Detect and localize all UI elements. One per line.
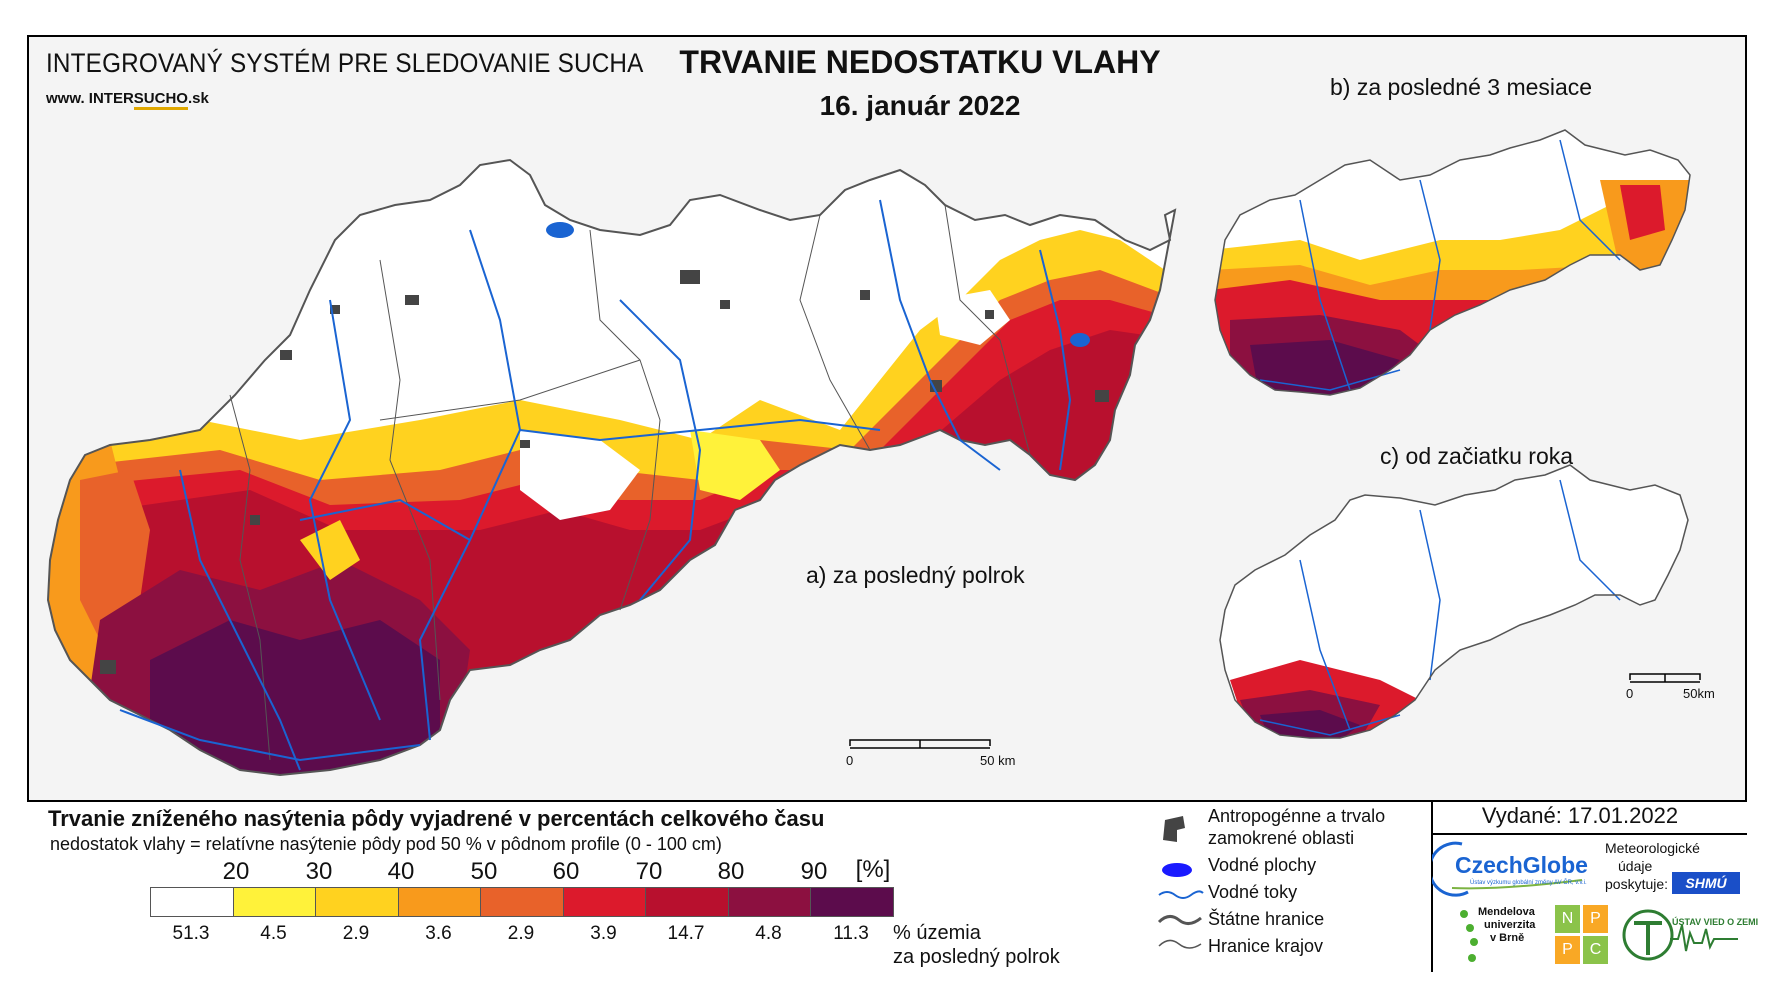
region-border-icon	[1158, 939, 1202, 949]
czechglobe-logo	[1432, 841, 1583, 897]
mendel-dots-icon	[1460, 910, 1478, 962]
scale-bar-c	[1629, 673, 1701, 683]
legend-water-bodies: Vodné plochy	[1208, 855, 1317, 875]
legend-tick: 60	[552, 858, 580, 885]
river-icon	[1158, 890, 1204, 899]
scale-class-value: 51.3	[172, 923, 210, 944]
legend-tick: 70	[635, 858, 663, 885]
symbol-legend-icons	[1157, 816, 1204, 949]
website-url[interactable]: www. INTERSUCHO.sk	[46, 90, 209, 110]
scale-class-0	[150, 887, 234, 917]
legend-tick: 40	[387, 858, 415, 885]
rivers-a	[119, 199, 1072, 771]
scale-class-1	[232, 887, 316, 917]
scale-class-7	[727, 887, 811, 917]
rivers-b	[1259, 139, 1621, 391]
legend-tick: 20	[222, 858, 250, 885]
legend-anthropogenic-2: zamokrené oblasti	[1208, 828, 1355, 848]
scale-class-value: 4.5	[260, 923, 287, 944]
scale-class-value: 14.7	[667, 923, 705, 944]
legend-title: Trvanie zníženého nasýtenia pôdy vyjadre…	[48, 806, 825, 831]
water-body-icon	[1162, 863, 1192, 877]
state-border-c	[1219, 464, 1689, 739]
anthropogenic-icon	[1163, 816, 1185, 842]
scale-class-4	[480, 887, 564, 917]
legend-tick: 90	[800, 858, 828, 885]
legend-anthropogenic: Antropogénne a trvalo	[1208, 806, 1386, 826]
scale-class-3	[397, 887, 481, 917]
percent-label: % územia za posledný polrok	[893, 922, 1060, 968]
mendel-logo: Mendelova univerzita v Brně	[1478, 906, 1536, 944]
legend-panel	[27, 800, 1747, 972]
water-bodies-a	[546, 222, 1090, 347]
legend-tick: 50	[470, 858, 498, 885]
legend-unit: [%]	[855, 856, 891, 883]
system-title: INTEGROVANÝ SYSTÉM PRE SLEDOVANIE SUCHA	[46, 48, 644, 78]
nppc-logo: N P P C	[1555, 905, 1609, 965]
legend-state-border: Štátne hranice	[1208, 909, 1325, 929]
scale-class-value: 11.3	[833, 923, 869, 944]
scale-class-2	[315, 887, 399, 917]
scale-class-5	[562, 887, 646, 917]
uvz-name: ÚSTAV VIED O ZEMI	[1672, 917, 1759, 927]
state-border-icon	[1157, 915, 1202, 925]
region-borders-a	[229, 204, 1031, 761]
state-border-b	[1214, 129, 1691, 396]
legend-subtitle: nedostatok vlahy = relatívne nasýtenie p…	[50, 834, 722, 854]
map-b-label: b) za posledné 3 mesiace	[1330, 74, 1593, 100]
scale-c-end: 50km	[1683, 686, 1715, 701]
scale-class-value: 3.6	[425, 923, 452, 944]
czechglobe-sub: Ústav výzkumu globální změny AV ČR, v.v.…	[1470, 880, 1587, 886]
legend-tick: 80	[717, 858, 745, 885]
scale-class-6	[645, 887, 729, 917]
map-c-label: c) od začiatku roka	[1380, 443, 1574, 469]
scale-class-8	[810, 887, 894, 917]
scale-bar-a	[849, 739, 991, 749]
scale-class-value: 2.9	[342, 923, 370, 944]
legend-rivers: Vodné toky	[1208, 882, 1298, 902]
map-date: 16. január 2022	[819, 90, 1021, 121]
scale-class-value: 3.9	[590, 923, 617, 944]
scale-c-zero: 0	[1626, 686, 1634, 701]
issued-date: Vydané: 17.01.2022	[1481, 803, 1679, 828]
rivers-c	[1259, 479, 1621, 736]
scale-class-value: 4.8	[755, 923, 782, 944]
scale-a-end: 50 km	[980, 753, 1016, 768]
scale-a-zero: 0	[846, 753, 854, 768]
czechglobe-name: CzechGlobe	[1455, 852, 1588, 878]
provider-label-2: údaje	[1618, 858, 1653, 874]
scale-class-value: 2.9	[507, 923, 535, 944]
main-title: TRVANIE NEDOSTATKU VLAHY	[679, 44, 1161, 80]
provider-label-3: poskytuje:	[1605, 876, 1669, 892]
provider-label-1: Meteorologické	[1605, 840, 1700, 856]
legend-divider	[1431, 802, 1433, 972]
uvz-logo-icon	[1622, 909, 1738, 961]
shmu-logo: SHMÚ	[1672, 872, 1740, 894]
map-a-label: a) za posledný polrok	[806, 562, 1025, 588]
logo-divider	[1432, 833, 1747, 835]
legend-tick: 30	[305, 858, 333, 885]
legend-region-border: Hranice krajov	[1208, 936, 1324, 956]
